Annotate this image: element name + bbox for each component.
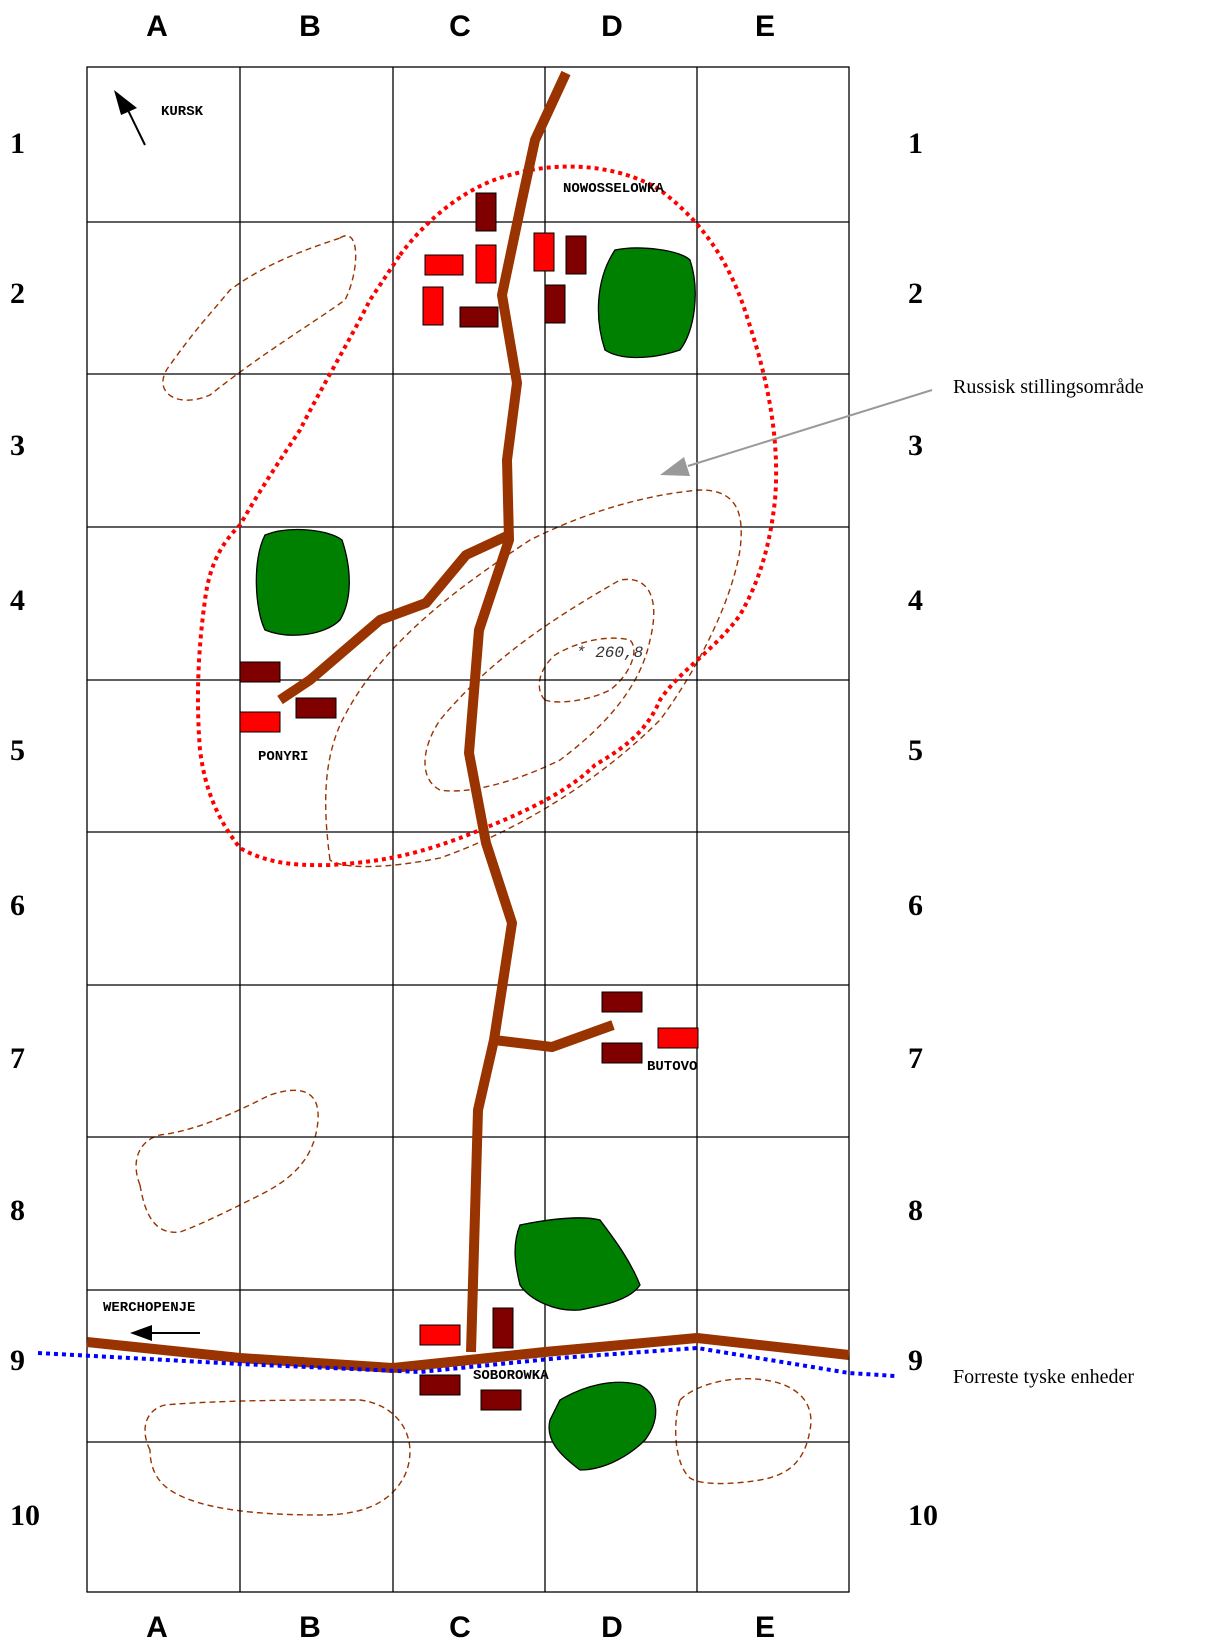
road-east-west bbox=[86, 1333, 850, 1373]
row-label-5-right: 5 bbox=[908, 734, 923, 767]
row-label-1-left: 1 bbox=[10, 127, 25, 160]
contour-south-west bbox=[144, 1399, 411, 1516]
place-nowosselowka: NOWOSSELOWKA bbox=[563, 181, 664, 197]
contour-nw bbox=[162, 235, 357, 401]
building-butovo-2 bbox=[657, 1027, 699, 1049]
row-label-7-left: 7 bbox=[10, 1042, 25, 1075]
forest-south-south bbox=[548, 1381, 657, 1471]
roads bbox=[86, 70, 850, 1373]
building-ponyri-3 bbox=[239, 711, 281, 733]
contour-south-east bbox=[675, 1378, 812, 1485]
building-sob-2 bbox=[492, 1307, 514, 1349]
row-label-8-left: 8 bbox=[10, 1194, 25, 1227]
contour-central-mid bbox=[424, 578, 655, 792]
contour-central-inner bbox=[538, 637, 635, 703]
row-labels-left: 1 2 3 4 5 6 7 8 9 10 bbox=[10, 127, 40, 1532]
row-label-10-right: 10 bbox=[908, 1499, 938, 1532]
road-main-north-south bbox=[464, 70, 571, 1353]
building-butovo-1 bbox=[601, 991, 643, 1013]
kursk-arrow-head bbox=[114, 90, 137, 115]
row-label-8-right: 8 bbox=[908, 1194, 923, 1227]
row-label-3-right: 3 bbox=[908, 429, 923, 462]
row-label-4-left: 4 bbox=[10, 584, 25, 617]
forests bbox=[255, 247, 696, 1471]
kursk-arrow bbox=[114, 90, 146, 146]
column-labels-top: A B C D E bbox=[146, 10, 775, 43]
column-label-c-bottom: C bbox=[449, 1611, 471, 1644]
row-label-1-right: 1 bbox=[908, 127, 923, 160]
elevation-label: * 260,8 bbox=[576, 644, 644, 662]
werchopenje-arrow-head bbox=[130, 1325, 152, 1341]
column-label-c-top: C bbox=[449, 10, 471, 43]
row-label-3-left: 3 bbox=[10, 429, 25, 462]
column-label-a-top: A bbox=[146, 10, 168, 43]
building-nw-5 bbox=[459, 306, 499, 328]
forest-nowosselowka bbox=[597, 247, 696, 359]
contour-sw bbox=[135, 1089, 319, 1233]
contour-central-outer bbox=[325, 489, 742, 868]
place-butovo: BUTOVO bbox=[647, 1059, 697, 1075]
building-butovo-3 bbox=[601, 1042, 643, 1064]
column-label-e-top: E bbox=[755, 10, 775, 43]
column-label-a-bottom: A bbox=[146, 1611, 168, 1644]
column-label-b-bottom: B bbox=[299, 1611, 321, 1644]
row-label-5-left: 5 bbox=[10, 734, 25, 767]
russian-area-arrow-head bbox=[660, 457, 690, 476]
row-labels-right: 1 2 3 4 5 6 7 8 9 10 bbox=[908, 127, 938, 1532]
building-ponyri-1 bbox=[239, 661, 281, 683]
column-label-d-bottom: D bbox=[601, 1611, 623, 1644]
building-sob-1 bbox=[419, 1324, 461, 1346]
buildings bbox=[239, 192, 699, 1411]
building-nw-1 bbox=[475, 192, 497, 232]
building-sob-4 bbox=[480, 1389, 522, 1411]
grid-frame bbox=[86, 66, 850, 1593]
row-label-9-left: 9 bbox=[10, 1344, 25, 1377]
row-label-10-left: 10 bbox=[10, 1499, 40, 1532]
russian-area-arrow-shaft bbox=[687, 389, 933, 467]
column-label-b-top: B bbox=[299, 10, 321, 43]
place-ponyri: PONYRI bbox=[258, 749, 308, 765]
road-butovo-branch bbox=[493, 1020, 615, 1052]
road-ponyri-branch bbox=[277, 530, 512, 705]
building-nw-2 bbox=[424, 254, 464, 276]
werchopenje-arrow bbox=[130, 1325, 200, 1341]
russian-position-line bbox=[195, 164, 779, 868]
row-label-4-right: 4 bbox=[908, 584, 923, 617]
place-labels: KURSK NOWOSSELOWKA PONYRI BUTOVO WERCHOP… bbox=[103, 104, 697, 1384]
building-ne-1 bbox=[533, 232, 555, 272]
row-label-7-right: 7 bbox=[908, 1042, 923, 1075]
building-nw-3 bbox=[475, 244, 497, 284]
row-label-2-left: 2 bbox=[10, 277, 25, 310]
building-ne-3 bbox=[544, 284, 566, 324]
russian-area-arrow bbox=[660, 389, 933, 476]
building-sob-3 bbox=[419, 1374, 461, 1396]
row-label-6-left: 6 bbox=[10, 889, 25, 922]
forest-ponyri bbox=[255, 528, 350, 636]
row-label-2-right: 2 bbox=[908, 277, 923, 310]
column-labels-bottom: A B C D E bbox=[146, 1611, 775, 1644]
annotation-russian-area: Russisk stillingsområde bbox=[953, 376, 1144, 398]
annotation-german-front: Forreste tyske enheder bbox=[953, 1366, 1134, 1388]
column-label-d-top: D bbox=[601, 10, 623, 43]
column-label-e-bottom: E bbox=[755, 1611, 775, 1644]
place-werchopenje: WERCHOPENJE bbox=[103, 1300, 195, 1316]
german-front-line bbox=[37, 1345, 896, 1378]
row-label-9-right: 9 bbox=[908, 1344, 923, 1377]
building-nw-4 bbox=[422, 286, 444, 326]
place-kursk: KURSK bbox=[161, 104, 204, 120]
contour-lines bbox=[135, 235, 812, 1516]
forest-south-north bbox=[514, 1217, 641, 1311]
grid bbox=[86, 66, 850, 1593]
place-soborowka: SOBOROWKA bbox=[473, 1368, 549, 1384]
row-label-6-right: 6 bbox=[908, 889, 923, 922]
building-ponyri-2 bbox=[295, 697, 337, 719]
building-ne-2 bbox=[565, 235, 587, 275]
